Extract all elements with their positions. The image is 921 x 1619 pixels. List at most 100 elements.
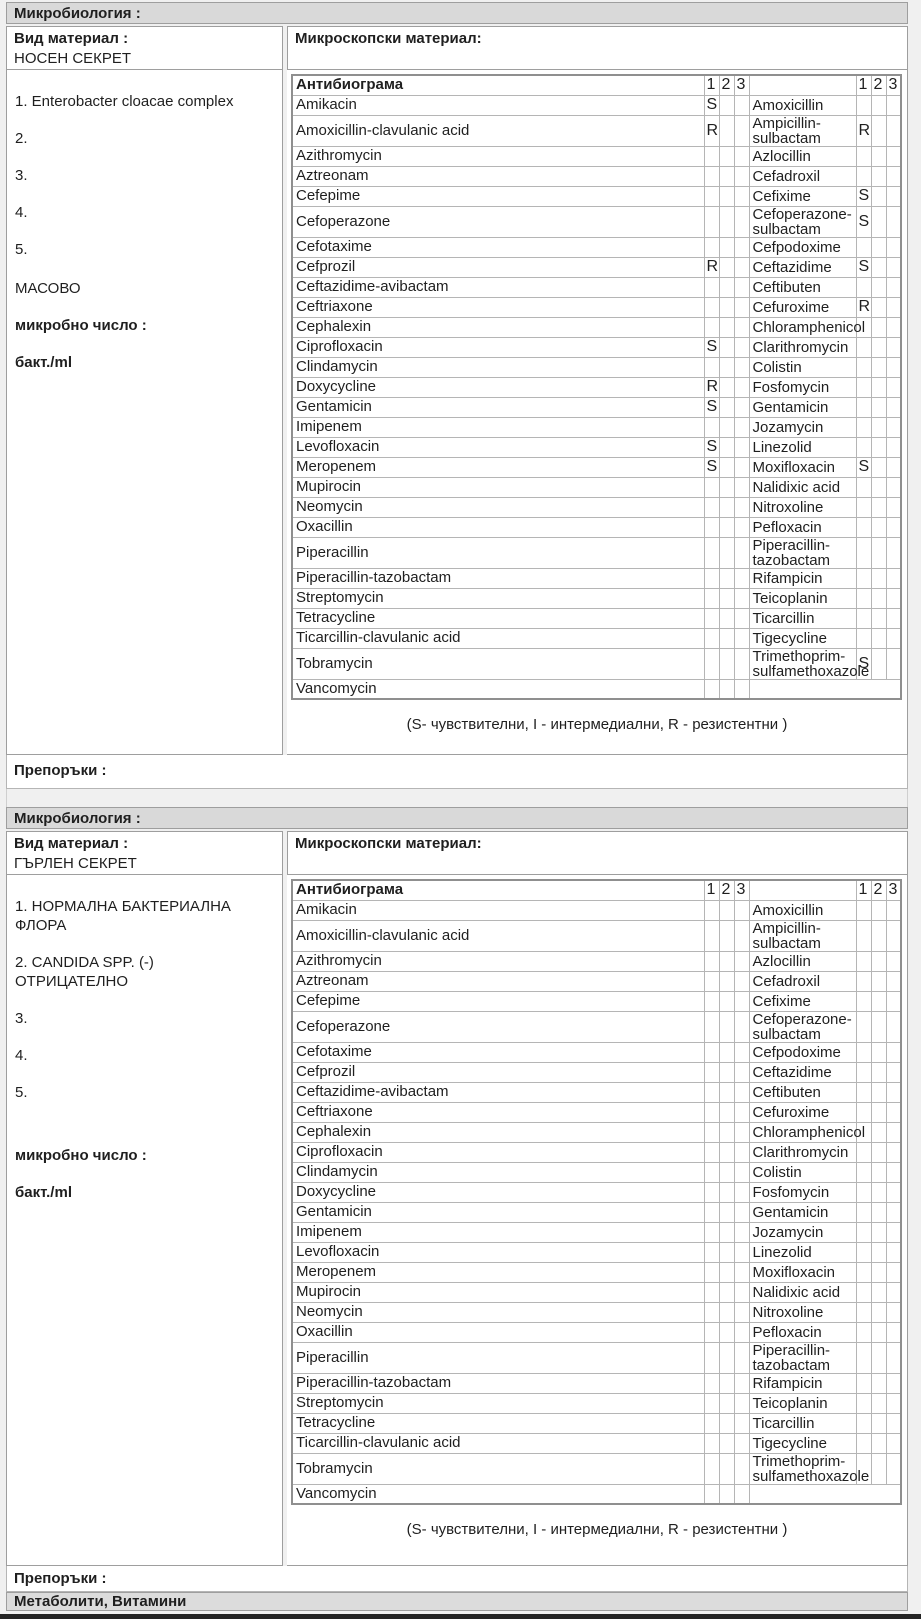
susceptibility-value (703, 236, 720, 258)
susceptibility-value (718, 1412, 735, 1434)
antibiotic-name: Azithromycin (291, 950, 705, 972)
antibiogram-header-row: Антибиограма 1 2 3 1 2 3 (291, 879, 902, 901)
antibiogram-row: Streptomycin Teicoplanin (291, 587, 902, 609)
recommendations-row: Препоръки : (6, 755, 908, 789)
antibiogram-row: Ciprofloxacin S Clarithromycin (291, 336, 902, 358)
susceptibility-value (733, 356, 750, 378)
susceptibility-value (718, 1452, 735, 1485)
susceptibility-value (718, 1483, 735, 1505)
susceptibility-value: S (703, 396, 720, 418)
section-title: Микробиология : (14, 810, 141, 827)
susceptibility-value (885, 165, 902, 187)
antibiotic-name: Azlocillin (748, 950, 857, 972)
susceptibility-value (870, 899, 887, 921)
material-row: Вид материал : ГЪРЛЕН СЕКРЕТ Микроскопск… (6, 831, 908, 875)
susceptibility-value (870, 416, 887, 438)
antibiogram-row: Aztreonam Cefadroxil (291, 970, 902, 992)
susceptibility-value (718, 1341, 735, 1374)
susceptibility-value (733, 1141, 750, 1163)
susceptibility-value (870, 145, 887, 167)
antibiotic-name: Linezolid (748, 1241, 857, 1263)
susceptibility-value (870, 1241, 887, 1263)
susceptibility-value: S (703, 436, 720, 458)
antibiogram-row: Ceftazidime-avibactam Ceftibuten (291, 276, 902, 298)
antibiogram-row: Cefprozil Ceftazidime (291, 1061, 902, 1083)
susceptibility-value (703, 1010, 720, 1043)
susceptibility-value (703, 296, 720, 318)
antibiotic-name: Nalidixic acid (748, 476, 857, 498)
susceptibility-value (870, 1121, 887, 1143)
susceptibility-value (703, 1341, 720, 1374)
col-header-2: 2 (718, 74, 735, 96)
antibiotic-name: Cefprozil (291, 1061, 705, 1083)
antibiotic-name: Nalidixic acid (748, 1281, 857, 1303)
antibiotic-name: Cefoperazone (291, 205, 705, 238)
susceptibility-value (733, 296, 750, 318)
susceptibility-value: S (855, 456, 872, 478)
susceptibility-value (733, 919, 750, 952)
susceptibility-value (870, 950, 887, 972)
susceptibility-value (733, 1101, 750, 1123)
susceptibility-value (885, 990, 902, 1012)
antibiotic-name: Cephalexin (291, 1121, 705, 1143)
susceptibility-value (855, 607, 872, 629)
susceptibility-value (733, 114, 750, 147)
susceptibility-value (855, 145, 872, 167)
susceptibility-value (855, 1061, 872, 1083)
susceptibility-value (870, 647, 887, 680)
susceptibility-value (855, 1412, 872, 1434)
susceptibility-value (885, 1412, 902, 1434)
antibiotic-name: Cefprozil (291, 256, 705, 278)
susceptibility-value (733, 205, 750, 238)
susceptibility-value (885, 1101, 902, 1123)
susceptibility-value (733, 1010, 750, 1043)
antibiogram-row: Tetracycline Ticarcillin (291, 607, 902, 629)
microscopy-cell: Микроскопски материал: (287, 831, 908, 875)
susceptibility-value (703, 1161, 720, 1183)
organism-item: 3. (15, 1010, 28, 1027)
antibiotic-name: Tigecycline (748, 1432, 857, 1454)
antibiotic-name: Fosfomycin (748, 376, 857, 398)
antibiotic-name: Amoxicillin (748, 899, 857, 921)
susceptibility-value (703, 899, 720, 921)
susceptibility-value: S (855, 205, 872, 238)
susceptibility-value (733, 236, 750, 258)
susceptibility-value (855, 276, 872, 298)
antibiogram-row: Amoxicillin-clavulanic acid Ampicillin-su… (291, 919, 902, 952)
susceptibility-value (703, 919, 720, 952)
antibiogram-row: Cefepime Cefixime S (291, 185, 902, 207)
antibiotic-name: Ceftriaxone (291, 296, 705, 318)
antibiotic-name: Cefuroxime (748, 1101, 857, 1123)
antibiogram-row: Imipenem Jozamycin (291, 1221, 902, 1243)
antibiogram-row: Amikacin Amoxicillin (291, 899, 902, 921)
susceptibility-value (855, 1341, 872, 1374)
antibiogram-row: Azithromycin Azlocillin (291, 950, 902, 972)
antibiogram-row: Piperacillin Piperacillin-tazobactam (291, 536, 902, 569)
susceptibility-value (718, 647, 735, 680)
susceptibility-value (855, 1041, 872, 1063)
antibiogram-row: Streptomycin Teicoplanin (291, 1392, 902, 1414)
recommendations-row: Препоръки : (6, 1566, 908, 1592)
susceptibility-value (855, 567, 872, 589)
organism-item: 3. (15, 167, 28, 184)
susceptibility-value (885, 970, 902, 992)
antibiotic-name: Azithromycin (291, 145, 705, 167)
susceptibility-value (718, 114, 735, 147)
susceptibility-value (870, 436, 887, 458)
susceptibility-value (885, 1392, 902, 1414)
susceptibility-value (855, 1101, 872, 1123)
antibiogram-row: Doxycycline Fosfomycin (291, 1181, 902, 1203)
susceptibility-value (733, 567, 750, 589)
susceptibility-value (885, 536, 902, 569)
antibiotic-name: Tetracycline (291, 607, 705, 629)
antibiogram-title: Антибиограма (291, 879, 705, 901)
susceptibility-value (703, 1181, 720, 1203)
susceptibility-value (733, 456, 750, 478)
next-section-bar: Метаболити, Витамини (6, 1592, 908, 1611)
susceptibility-value (733, 94, 750, 116)
susceptibility-value (885, 1221, 902, 1243)
susceptibility-value (703, 567, 720, 589)
antibiotic-name: Ceftriaxone (291, 1101, 705, 1123)
susceptibility-value (733, 1121, 750, 1143)
susceptibility-value (703, 607, 720, 629)
